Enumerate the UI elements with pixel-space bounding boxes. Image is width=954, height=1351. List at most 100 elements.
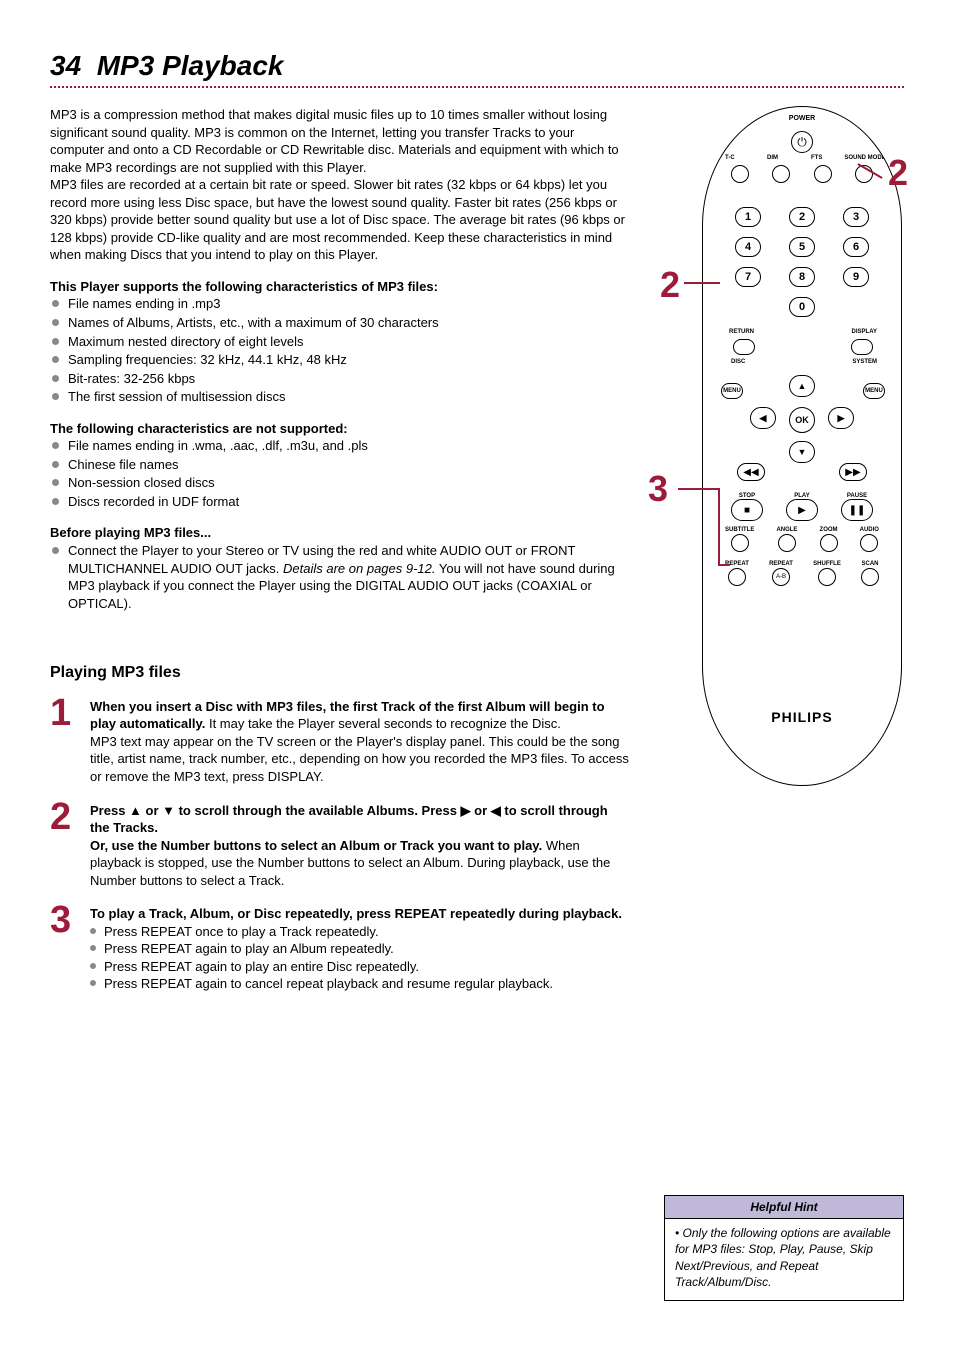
- step-number: 3: [50, 905, 80, 993]
- return-button: [733, 339, 755, 355]
- step-body: To play a Track, Album, or Disc repeated…: [90, 905, 630, 993]
- step-3: 3 To play a Track, Album, or Disc repeat…: [50, 905, 630, 993]
- down-button: ▼: [789, 441, 815, 463]
- list-item: Press REPEAT once to play a Track repeat…: [90, 923, 630, 941]
- list-item: Discs recorded in UDF format: [50, 493, 630, 511]
- left-button: ◀: [750, 407, 776, 429]
- power-label: POWER: [789, 115, 815, 122]
- repeat-button: [728, 568, 746, 586]
- zoom-button: [820, 534, 838, 552]
- intro-p2: MP3 files are recorded at a certain bit …: [50, 177, 625, 262]
- callout-3: 3: [648, 468, 668, 510]
- system-label: SYSTEM: [852, 359, 877, 365]
- page-number: 34: [50, 50, 81, 81]
- audio-button: [860, 534, 878, 552]
- hint-box: Helpful Hint • Only the following option…: [664, 1195, 904, 1301]
- callout-2-right: 2: [888, 152, 908, 194]
- right-button: ▶: [828, 407, 854, 429]
- num-1: 1: [735, 207, 761, 227]
- hint-body: • Only the following options are availab…: [665, 1219, 903, 1300]
- play-button: ▶: [786, 499, 818, 521]
- step-bold-b: Or, use the Number buttons to select an …: [90, 838, 542, 853]
- list-item: File names ending in .mp3: [50, 295, 630, 313]
- top-button-row: [703, 165, 901, 183]
- dpad: ▲ ▼ ◀ ▶ OK: [732, 369, 872, 469]
- label: ZOOM: [820, 527, 838, 533]
- return-label: RETURN: [729, 329, 754, 335]
- hint-text: Only the following options are available…: [675, 1226, 891, 1289]
- up-button: ▲: [789, 375, 815, 397]
- number-pad: 1 2 3 4 5 6 7 8 9 0: [731, 207, 873, 317]
- callout-line: [678, 488, 718, 490]
- step-2: 2 Press ▲ or ▼ to scroll through the ava…: [50, 802, 630, 890]
- step-1: 1 When you insert a Disc with MP3 files,…: [50, 698, 630, 786]
- callout-line: [718, 564, 730, 566]
- callout-line: [718, 488, 720, 564]
- row-subtitle: SUBTITLE ANGLE ZOOM AUDIO: [725, 527, 879, 552]
- display-label: DISPLAY: [852, 329, 877, 335]
- title-rule: [50, 86, 904, 88]
- label: SCAN: [861, 561, 878, 567]
- dim-button: [772, 165, 790, 183]
- list-item: Press REPEAT again to play an Album repe…: [90, 940, 630, 958]
- step-body: Press ▲ or ▼ to scroll through the avail…: [90, 802, 630, 890]
- label: DIM: [767, 155, 778, 161]
- num-9: 9: [843, 267, 869, 287]
- hint-title: Helpful Hint: [665, 1196, 903, 1219]
- num-5: 5: [789, 237, 815, 257]
- step-number: 2: [50, 802, 80, 890]
- list-item: Press REPEAT again to cancel repeat play…: [90, 975, 630, 993]
- list-item: Non-session closed discs: [50, 474, 630, 492]
- label: SUBTITLE: [725, 527, 754, 533]
- num-7: 7: [735, 267, 761, 287]
- stop-button: ■: [731, 499, 763, 521]
- pause-button: ❚❚: [841, 499, 873, 521]
- step-bold-a: Press ▲ or ▼ to scroll through the avail…: [90, 803, 608, 836]
- row-repeat: REPEAT REPEATA-B SHUFFLE SCAN: [725, 561, 879, 586]
- intro-paragraph: MP3 is a compression method that makes d…: [50, 106, 630, 264]
- tc-button: [731, 165, 749, 183]
- label: SHUFFLE: [813, 561, 841, 567]
- remote-wrap: 2 2 3 POWER ⏻ T-C DIM FTS SOUND MODE: [662, 106, 902, 786]
- repeat-ab-button: A-B: [772, 568, 790, 586]
- before-item: Connect the Player to your Stereo or TV …: [50, 542, 630, 612]
- label: T-C: [725, 155, 735, 161]
- step-sublist: Press REPEAT once to play a Track repeat…: [90, 923, 630, 993]
- list-item: The first session of multisession discs: [50, 388, 630, 406]
- subtitle-button: [731, 534, 749, 552]
- angle-button: [778, 534, 796, 552]
- shuffle-button: [818, 568, 836, 586]
- page-title-text: MP3 Playback: [97, 50, 284, 81]
- callout-2-left: 2: [660, 264, 680, 306]
- remote-diagram: POWER ⏻ T-C DIM FTS SOUND MODE 1 2 3 4: [702, 106, 902, 786]
- before-heading: Before playing MP3 files...: [50, 524, 630, 542]
- notsupported-list: File names ending in .wma, .aac, .dlf, .…: [50, 437, 630, 510]
- list-item: Maximum nested directory of eight levels: [50, 333, 630, 351]
- scan-button: [861, 568, 879, 586]
- list-item: Press REPEAT again to play an entire Dis…: [90, 958, 630, 976]
- num-8: 8: [789, 267, 815, 287]
- display-button: [851, 339, 873, 355]
- label: AUDIO: [860, 527, 879, 533]
- num-6: 6: [843, 237, 869, 257]
- label: ANGLE: [776, 527, 797, 533]
- fts-button: [814, 165, 832, 183]
- list-item: Bit-rates: 32-256 kbps: [50, 370, 630, 388]
- list-item: File names ending in .wma, .aac, .dlf, .…: [50, 437, 630, 455]
- step-number: 1: [50, 698, 80, 786]
- playing-title: Playing MP3 files: [50, 662, 630, 684]
- transport-row: STOP ■ PLAY ▶ PAUSE ❚❚: [731, 493, 873, 521]
- label: FTS: [811, 155, 822, 161]
- main-columns: MP3 is a compression method that makes d…: [50, 106, 904, 1009]
- label: REPEAT: [769, 561, 793, 567]
- list-item: Names of Albums, Artists, etc., with a m…: [50, 314, 630, 332]
- left-column: MP3 is a compression method that makes d…: [50, 106, 630, 1009]
- forward-button: ▶▶: [839, 463, 867, 481]
- disc-label: DISC: [731, 359, 745, 365]
- step-p2: MP3 text may appear on the TV screen or …: [90, 734, 629, 784]
- brand-label: PHILIPS: [703, 709, 901, 725]
- step-bold: To play a Track, Album, or Disc repeated…: [90, 906, 622, 921]
- list-item: Chinese file names: [50, 456, 630, 474]
- num-3: 3: [843, 207, 869, 227]
- label: SOUND MODE: [843, 155, 887, 161]
